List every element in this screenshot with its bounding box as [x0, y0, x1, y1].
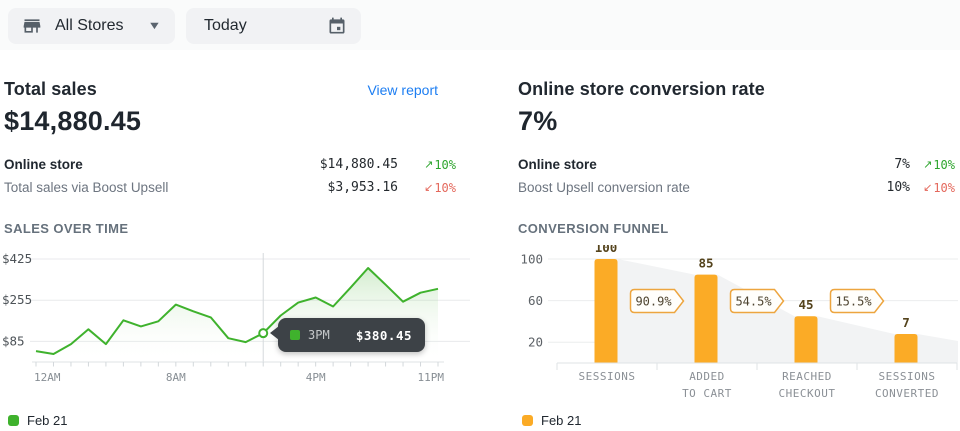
- y-axis-label: 20: [528, 335, 543, 350]
- x-axis-label: 8AM: [166, 371, 186, 384]
- legend-label: Feb 21: [27, 412, 68, 428]
- store-selector-label: All Stores: [55, 17, 124, 34]
- total-sales-header: Total sales View report: [4, 79, 438, 100]
- x-axis-label: 4PM: [306, 371, 326, 384]
- y-axis-label: 100: [520, 252, 543, 267]
- category-label: ADDED: [689, 370, 725, 383]
- delta-badge: ↙10%: [398, 181, 456, 195]
- topbar: All Stores ▼ Today: [0, 0, 960, 50]
- category-label: REACHED: [782, 370, 832, 383]
- tooltip-time: 3PM: [308, 328, 330, 342]
- y-axis-label: $425: [2, 251, 32, 266]
- category-label: TO CART: [682, 387, 732, 400]
- store-selector[interactable]: All Stores ▼: [8, 8, 175, 44]
- metric-value: $3,953.16: [327, 180, 398, 195]
- funnel-bar[interactable]: [694, 274, 718, 363]
- delta-badge: ↗10%: [910, 158, 955, 172]
- funnel-bar[interactable]: [594, 259, 618, 363]
- conversion-badge-label: 15.5%: [835, 295, 872, 309]
- conversion-rate-header: Online store conversion rate: [518, 79, 955, 100]
- view-report-link[interactable]: View report: [367, 82, 438, 98]
- sales-over-time-section-label: SALES OVER TIME: [4, 221, 129, 236]
- y-axis-label: $85: [2, 333, 25, 348]
- bar-value-label: 45: [798, 297, 813, 312]
- sales-chart-legend: Feb 21: [8, 412, 68, 428]
- y-axis-label: $255: [2, 292, 32, 307]
- legend-label: Feb 21: [541, 412, 582, 428]
- delta-percent: 10%: [933, 157, 955, 172]
- bar-value-label: 7: [902, 315, 910, 330]
- metric-value: 7%: [894, 157, 910, 172]
- funnel-bar[interactable]: [894, 334, 918, 363]
- conversion-funnel-section-label: CONVERSION FUNNEL: [518, 221, 669, 236]
- bar-value-label: 100: [595, 245, 618, 255]
- page-title-total-sales: Total sales: [4, 79, 97, 99]
- chart-tooltip: 3PM $380.45: [270, 318, 425, 352]
- metric-label: Boost Upsell conversion rate: [518, 180, 690, 195]
- delta-badge: ↗10%: [398, 158, 456, 172]
- page-title-conversion-rate: Online store conversion rate: [518, 79, 765, 99]
- y-axis-label: 60: [528, 293, 543, 308]
- trend-up-icon: ↗: [923, 157, 933, 171]
- series-swatch-icon: [290, 330, 300, 340]
- conversion-badge: [829, 288, 885, 314]
- date-selector-label: Today: [204, 17, 247, 34]
- delta-percent: 10%: [434, 180, 456, 195]
- trend-up-icon: ↗: [424, 157, 434, 171]
- date-selector[interactable]: Today: [186, 8, 361, 44]
- conversion-breakdown: Online store 7% ↗10% Boost Upsell conver…: [518, 153, 955, 199]
- total-sales-value: $14,880.45: [4, 106, 142, 136]
- metric-row: Total sales via Boost Upsell $3,953.16 ↙…: [4, 176, 456, 199]
- x-axis-label: 11PM: [418, 371, 445, 384]
- metric-row: Boost Upsell conversion rate 10% ↙10%: [518, 176, 955, 199]
- hover-point-marker: [258, 328, 269, 339]
- legend-swatch-icon: [522, 414, 533, 426]
- storefront-icon: [23, 19, 41, 33]
- category-label: CONVERTED: [875, 387, 939, 400]
- trend-down-icon: ↙: [923, 180, 933, 194]
- metric-row: Online store $14,880.45 ↗10%: [4, 153, 456, 176]
- funnel-bar[interactable]: [794, 316, 818, 363]
- category-label: SESSIONS: [879, 370, 936, 383]
- metric-row: Online store 7% ↗10%: [518, 153, 955, 176]
- conversion-funnel-chart[interactable]: 100 60 20 100 85 45 7 90.9% 54.5% 15.5% SESSIONS AD…: [518, 245, 960, 410]
- metric-value: $14,880.45: [319, 157, 398, 172]
- calendar-icon: [329, 17, 345, 34]
- conversion-badge: [729, 288, 785, 314]
- conversion-badge: [629, 288, 685, 314]
- delta-badge: ↙10%: [910, 181, 955, 195]
- chevron-down-icon: ▼: [147, 20, 162, 32]
- conversion-badge-label: 54.5%: [735, 295, 772, 309]
- category-label: CHECKOUT: [779, 387, 836, 400]
- funnel-chart-legend: Feb 21: [522, 412, 582, 428]
- delta-percent: 10%: [434, 157, 456, 172]
- metric-label: Online store: [518, 157, 597, 172]
- metric-value: 10%: [886, 180, 910, 195]
- conversion-rate-value: 7%: [518, 106, 558, 136]
- category-label: SESSIONS: [579, 370, 636, 383]
- bar-value-label: 85: [698, 256, 713, 271]
- tooltip-value: $380.45: [355, 327, 412, 343]
- trend-down-icon: ↙: [424, 180, 434, 194]
- metric-label: Total sales via Boost Upsell: [4, 180, 169, 195]
- conversion-badge-label: 90.9%: [635, 295, 672, 309]
- delta-percent: 10%: [933, 180, 955, 195]
- legend-swatch-icon: [8, 414, 19, 426]
- x-axis-label: 12AM: [34, 371, 61, 384]
- total-sales-breakdown: Online store $14,880.45 ↗10% Total sales…: [4, 153, 456, 199]
- sales-line: [35, 267, 439, 355]
- metric-label: Online store: [4, 157, 83, 172]
